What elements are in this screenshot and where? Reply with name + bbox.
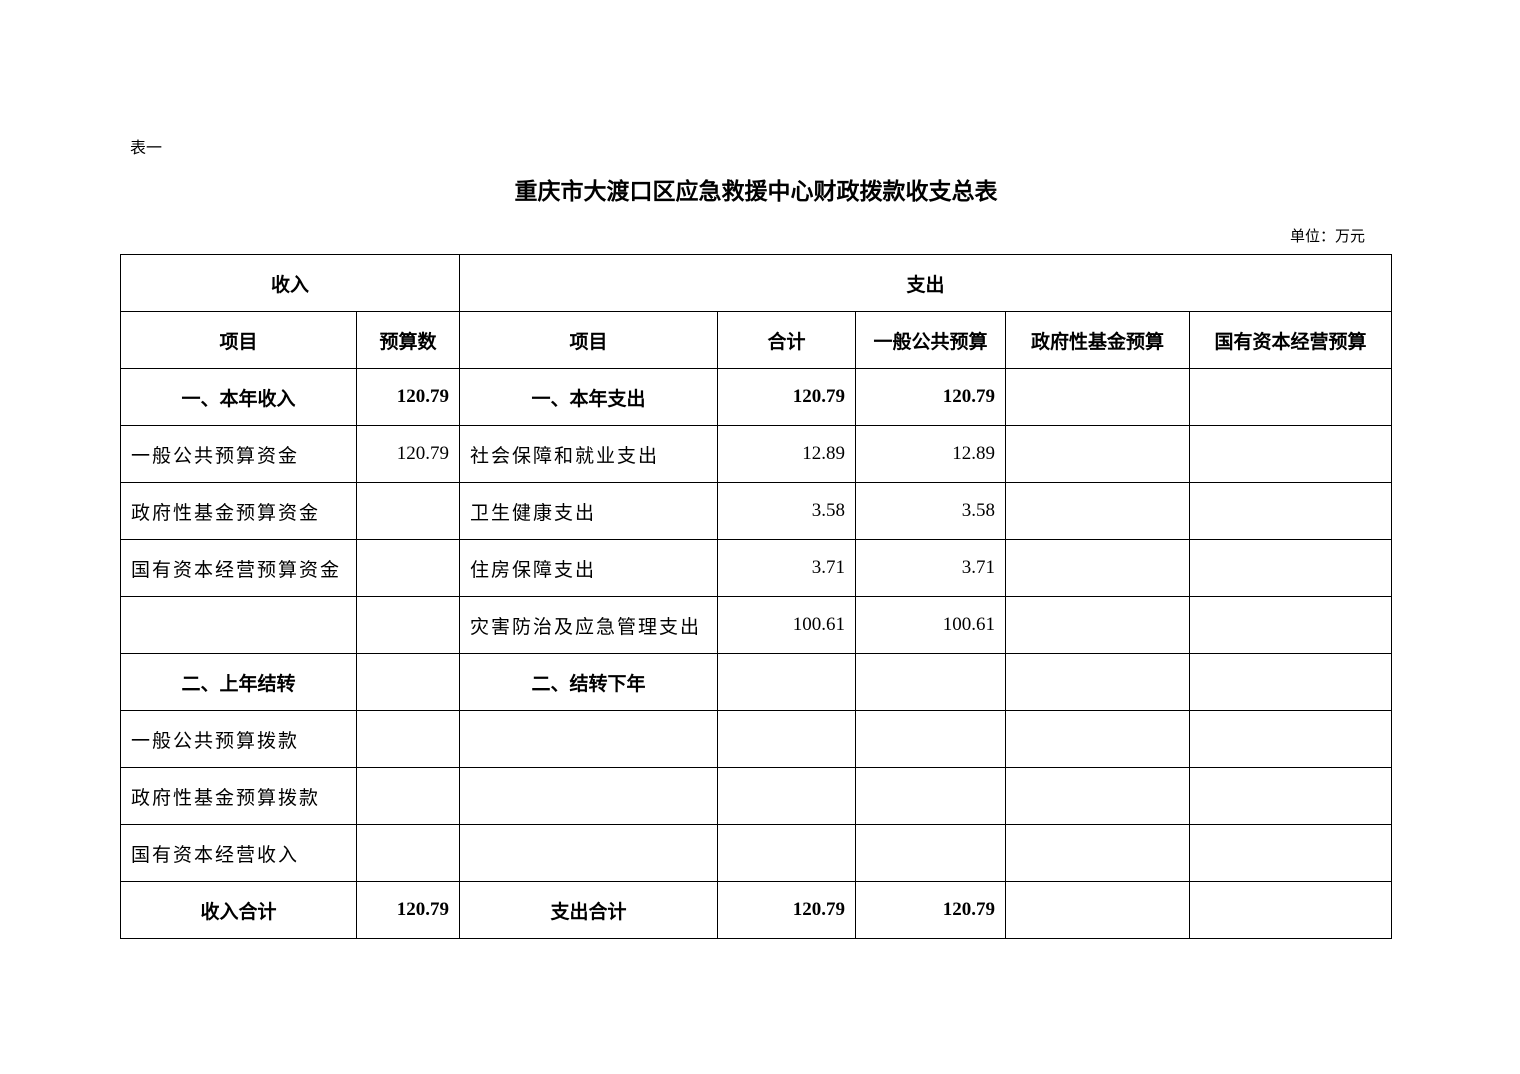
amount-cell: [1189, 767, 1393, 825]
column-header: 合计: [717, 311, 857, 369]
amount-cell: 3.58: [855, 482, 1007, 540]
item-cell: 国有资本经营收入: [120, 824, 357, 882]
column-header: 项目: [459, 311, 719, 369]
amount-cell: 120.79: [717, 368, 857, 426]
table-row: 一、本年收入 120.79 一、本年支出 120.79 120.79: [120, 368, 1393, 426]
amount-cell: 3.71: [717, 539, 857, 597]
amount-cell: 120.79: [355, 368, 461, 426]
amount-cell: [717, 767, 857, 825]
amount-cell: [1189, 596, 1393, 654]
amount-cell: [355, 767, 461, 825]
column-header: 国有资本经营预算: [1189, 311, 1393, 369]
amount-cell: [1005, 881, 1191, 939]
amount-cell: [1005, 539, 1191, 597]
group-header-row: 收入 支出: [119, 254, 1393, 312]
amount-cell: [1189, 539, 1393, 597]
item-cell: [459, 710, 719, 768]
amount-cell: [717, 710, 857, 768]
amount-cell: [1189, 710, 1393, 768]
amount-cell: [355, 824, 461, 882]
item-cell: 国有资本经营预算资金: [120, 539, 357, 597]
unit-note: 单位：万元: [1290, 227, 1366, 245]
item-cell: [459, 767, 719, 825]
amount-cell: 100.61: [717, 596, 857, 654]
page-title: 重庆市大渡口区应急救援中心财政拨款收支总表: [514, 178, 998, 205]
amount-cell: [355, 539, 461, 597]
item-cell: 卫生健康支出: [459, 482, 719, 540]
column-header: 项目: [120, 311, 357, 369]
item-cell: [120, 596, 357, 654]
amount-cell: [1005, 482, 1191, 540]
item-cell: 一般公共预算资金: [120, 425, 357, 483]
amount-cell: [1189, 881, 1393, 939]
amount-cell: [717, 824, 857, 882]
amount-cell: [1005, 653, 1191, 711]
amount-cell: 120.79: [355, 881, 461, 939]
column-header: 政府性基金预算: [1005, 311, 1191, 369]
amount-cell: [1005, 824, 1191, 882]
amount-cell: 3.71: [855, 539, 1007, 597]
amount-cell: [1005, 368, 1191, 426]
table-row: 国有资本经营预算资金 住房保障支出 3.71 3.71: [120, 539, 1393, 597]
item-cell: 社会保障和就业支出: [459, 425, 719, 483]
item-cell: 一、本年支出: [459, 368, 719, 426]
budget-table: 收入 支出 项目 预算数 项目 合计 一般公共预算 政府性基金预算 国有资本经营预算 一、本…: [119, 254, 1393, 939]
amount-cell: [1189, 368, 1393, 426]
amount-cell: 120.79: [717, 881, 857, 939]
amount-cell: [355, 596, 461, 654]
amount-cell: 120.79: [855, 881, 1007, 939]
item-cell: 政府性基金预算资金: [120, 482, 357, 540]
table-row: 一般公共预算拨款: [120, 710, 1393, 768]
amount-cell: 120.79: [355, 425, 461, 483]
table-row: 政府性基金预算拨款: [120, 767, 1393, 825]
item-cell: 二、上年结转: [120, 653, 357, 711]
item-cell: 收入合计: [120, 881, 357, 939]
table-row: 一般公共预算资金 120.79 社会保障和就业支出 12.89 12.89: [120, 425, 1393, 483]
amount-cell: [1189, 482, 1393, 540]
item-cell: 一、本年收入: [120, 368, 357, 426]
amount-cell: [855, 653, 1007, 711]
amount-cell: [717, 653, 857, 711]
expense-header: 支出: [459, 254, 1393, 312]
item-cell: 支出合计: [459, 881, 719, 939]
amount-cell: 3.58: [717, 482, 857, 540]
column-header: 一般公共预算: [855, 311, 1007, 369]
item-cell: 住房保障支出: [459, 539, 719, 597]
income-header: 收入: [119, 254, 461, 312]
amount-cell: [855, 824, 1007, 882]
table-label: 表一: [130, 138, 163, 157]
amount-cell: [1005, 767, 1191, 825]
amount-cell: [355, 482, 461, 540]
amount-cell: [355, 653, 461, 711]
amount-cell: [1005, 425, 1191, 483]
amount-cell: 120.79: [855, 368, 1007, 426]
amount-cell: [855, 767, 1007, 825]
column-header-row: 项目 预算数 项目 合计 一般公共预算 政府性基金预算 国有资本经营预算: [120, 311, 1393, 369]
amount-cell: 12.89: [717, 425, 857, 483]
item-cell: 一般公共预算拨款: [120, 710, 357, 768]
table-row: 国有资本经营收入: [120, 824, 1393, 882]
item-cell: [459, 824, 719, 882]
amount-cell: [1189, 824, 1393, 882]
amount-cell: 100.61: [855, 596, 1007, 654]
amount-cell: [1005, 710, 1191, 768]
amount-cell: [1005, 596, 1191, 654]
amount-cell: [1189, 425, 1393, 483]
item-cell: 二、结转下年: [459, 653, 719, 711]
table-row: 灾害防治及应急管理支出 100.61 100.61: [120, 596, 1393, 654]
table-row: 收入合计 120.79 支出合计 120.79 120.79: [120, 881, 1393, 939]
table-row: 政府性基金预算资金 卫生健康支出 3.58 3.58: [120, 482, 1393, 540]
item-cell: 政府性基金预算拨款: [120, 767, 357, 825]
amount-cell: [355, 710, 461, 768]
column-header: 预算数: [355, 311, 461, 369]
amount-cell: 12.89: [855, 425, 1007, 483]
item-cell: 灾害防治及应急管理支出: [459, 596, 719, 654]
table-row: 二、上年结转 二、结转下年: [120, 653, 1393, 711]
amount-cell: [855, 710, 1007, 768]
amount-cell: [1189, 653, 1393, 711]
